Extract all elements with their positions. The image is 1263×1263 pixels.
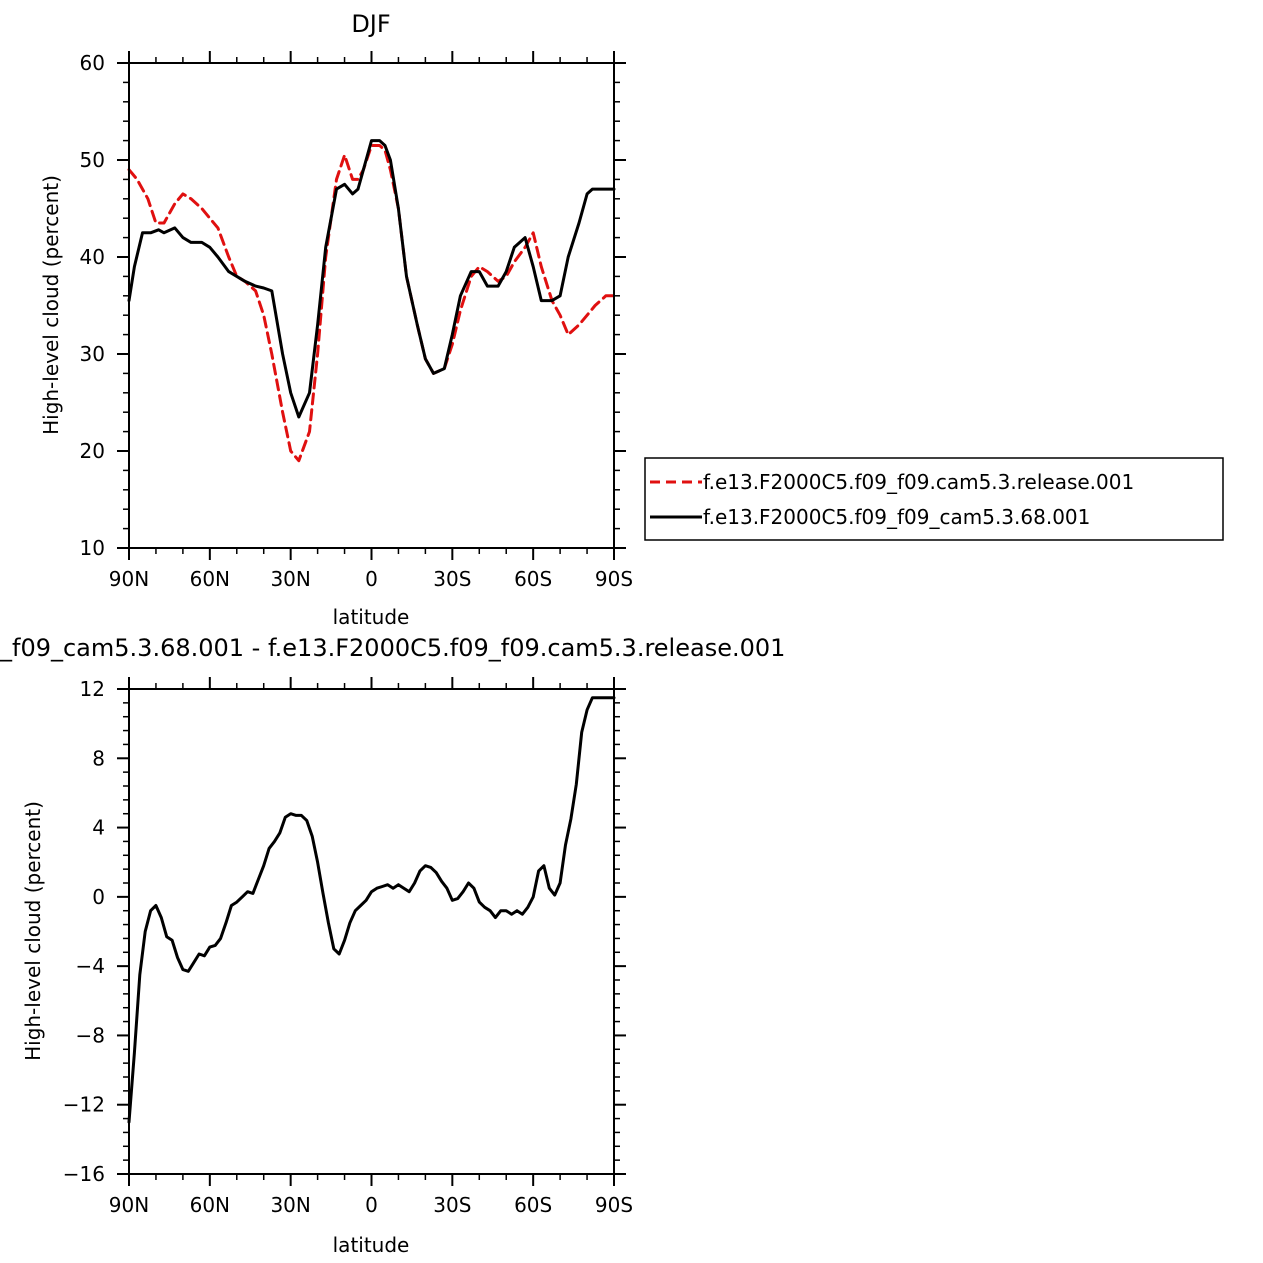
- x-tick-label: 90N: [109, 1193, 149, 1217]
- x-tick-label: 0: [365, 1193, 378, 1217]
- x-tick-label: 30S: [433, 567, 471, 591]
- series-line-1: [127, 696, 616, 1124]
- x-tick-label: 90N: [109, 567, 149, 591]
- top-chart-title: DJF: [351, 10, 390, 38]
- x-tick-label: 60S: [514, 1193, 552, 1217]
- top-chart-legend: f.e13.F2000C5.f09_f09.cam5.3.release.001…: [644, 457, 1224, 541]
- x-tick-label: 90S: [595, 1193, 633, 1217]
- y-tick-label: 8: [92, 746, 105, 770]
- x-tick-label: 30N: [270, 567, 310, 591]
- legend-label-release: f.e13.F2000C5.f09_f09.cam5.3.release.001: [703, 470, 1134, 494]
- y-tick-label: 60: [80, 51, 105, 75]
- y-tick-label: 12: [80, 677, 105, 701]
- y-tick-label: −12: [63, 1093, 105, 1117]
- top-chart: DJF 90N 60N 30N 0 30S 60S 90S 10 20 30 40 50 60 lati…: [39, 10, 1224, 629]
- legend-label-68: f.e13.F2000C5.f09_f09_cam5.3.68.001: [703, 505, 1090, 529]
- bottom-chart: _f09_cam5.3.68.001 - f.e13.F2000C5.f09_f…: [0, 634, 785, 1257]
- y-tick-label: 40: [80, 245, 105, 269]
- y-tick-label: 50: [80, 148, 105, 172]
- bottom-chart-ylabel: High-level cloud (percent): [21, 801, 45, 1061]
- y-tick-label: 0: [92, 885, 105, 909]
- x-tick-label: 30S: [433, 1193, 471, 1217]
- bottom-chart-title: _f09_cam5.3.68.001 - f.e13.F2000C5.f09_f…: [0, 634, 785, 662]
- y-tick-label: −16: [63, 1162, 105, 1186]
- top-chart-xlabel: latitude: [333, 605, 410, 629]
- series-line-1: [127, 144, 616, 463]
- bottom-chart-xlabel: latitude: [333, 1233, 410, 1257]
- y-tick-label: −8: [76, 1023, 105, 1047]
- legend-frame: [644, 457, 1224, 541]
- top-chart-ylabel: High-level cloud (percent): [39, 175, 63, 435]
- x-tick-label: 0: [365, 567, 378, 591]
- y-tick-label: 10: [80, 536, 105, 560]
- series-line-2: [127, 139, 616, 419]
- y-tick-label: 4: [92, 816, 105, 840]
- x-tick-label: 60S: [514, 567, 552, 591]
- y-tick-label: 30: [80, 342, 105, 366]
- bottom-plot-frame: [128, 688, 615, 1175]
- y-tick-label: −4: [76, 954, 105, 978]
- x-tick-label: 60N: [190, 567, 230, 591]
- x-tick-label: 90S: [595, 567, 633, 591]
- x-tick-label: 30N: [270, 1193, 310, 1217]
- y-tick-label: 20: [80, 439, 105, 463]
- x-tick-label: 60N: [190, 1193, 230, 1217]
- top-plot-frame: [128, 62, 615, 549]
